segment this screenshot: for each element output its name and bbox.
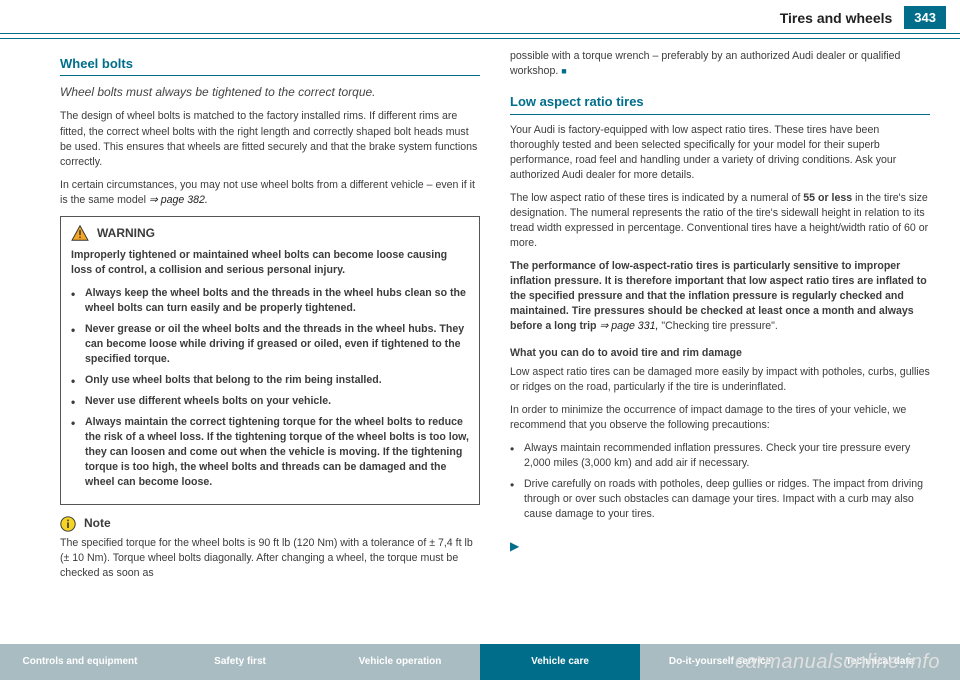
page-reference: ⇒ page 331, xyxy=(599,320,658,332)
section-underline xyxy=(60,75,480,76)
section-underline xyxy=(510,114,930,115)
precaution-list: Always maintain recommended inflation pr… xyxy=(510,441,930,528)
tab-diy[interactable]: Do-it-yourself service xyxy=(640,644,800,680)
warning-box: WARNING Improperly tightened or maintain… xyxy=(60,216,480,505)
tab-label: Safety first xyxy=(214,656,266,668)
tab-label: Controls and equipment xyxy=(23,656,138,668)
list-item: Never grease or oil the wheel bolts and … xyxy=(71,322,469,367)
page-number: 343 xyxy=(904,6,946,29)
body-paragraph: Your Audi is factory-equipped with low a… xyxy=(510,123,930,183)
warning-bullet-list: Always keep the wheel bolts and the thre… xyxy=(71,286,469,490)
warning-label: WARNING xyxy=(97,225,155,242)
tab-safety[interactable]: Safety first xyxy=(160,644,320,680)
body-paragraph: Low aspect ratio tires can be damaged mo… xyxy=(510,365,930,395)
body-paragraph: The performance of low-aspect-ratio tire… xyxy=(510,259,930,334)
tab-label: Vehicle operation xyxy=(359,656,442,668)
end-of-section-mark: ■ xyxy=(561,66,566,76)
text-run: The low aspect ratio of these tires is i… xyxy=(510,192,803,204)
subheading: What you can do to avoid tire and rim da… xyxy=(510,346,930,361)
right-column: possible with a torque wrench – preferab… xyxy=(510,49,930,644)
text-run: possible with a torque wrench – preferab… xyxy=(510,50,900,77)
list-item: Always keep the wheel bolts and the thre… xyxy=(71,286,469,316)
text-run: "Checking tire pressure". xyxy=(658,320,777,332)
tab-technical[interactable]: Technical data xyxy=(800,644,960,680)
left-column: Wheel bolts Wheel bolts must always be t… xyxy=(60,49,480,644)
warning-icon xyxy=(71,225,89,241)
text-bold: 55 or less xyxy=(803,192,852,204)
manual-page: Tires and wheels 343 Wheel bolts Wheel b… xyxy=(0,0,960,680)
warning-header: WARNING xyxy=(71,225,469,242)
section-title-low-aspect: Low aspect ratio tires xyxy=(510,93,930,111)
tab-label: Do-it-yourself service xyxy=(669,656,771,668)
note-block: Note The specified torque for the wheel … xyxy=(60,515,480,589)
page-reference: ⇒ page 382. xyxy=(149,194,208,206)
body-paragraph: In certain circumstances, you may not us… xyxy=(60,178,480,208)
list-item: Never use different wheels bolts on your… xyxy=(71,394,469,409)
header-rule-thin xyxy=(0,38,960,39)
tab-operation[interactable]: Vehicle operation xyxy=(320,644,480,680)
list-item: Only use wheel bolts that belong to the … xyxy=(71,373,469,388)
tab-vehicle-care[interactable]: Vehicle care xyxy=(480,644,640,680)
note-icon xyxy=(60,516,76,532)
note-header: Note xyxy=(60,515,480,532)
tab-label: Technical data xyxy=(846,656,915,668)
header-rule-thick xyxy=(0,33,960,34)
text-run: In certain circumstances, you may not us… xyxy=(60,179,475,206)
list-item: Always maintain recommended inflation pr… xyxy=(510,441,930,471)
continuation-paragraph: possible with a torque wrench – preferab… xyxy=(510,49,930,79)
content-columns: Wheel bolts Wheel bolts must always be t… xyxy=(0,49,960,644)
list-item: Drive carefully on roads with potholes, … xyxy=(510,477,930,522)
body-paragraph: The low aspect ratio of these tires is i… xyxy=(510,191,930,251)
continue-arrow-icon: ▶ xyxy=(510,538,930,555)
list-item: Always maintain the correct tightening t… xyxy=(71,415,469,490)
section-intro: Wheel bolts must always be tightened to … xyxy=(60,84,480,101)
warning-intro: Improperly tightened or maintained wheel… xyxy=(71,248,469,278)
section-title-wheel-bolts: Wheel bolts xyxy=(60,55,480,73)
note-label: Note xyxy=(84,515,111,532)
section-name: Tires and wheels xyxy=(780,10,893,26)
body-paragraph: The design of wheel bolts is matched to … xyxy=(60,109,480,169)
page-header: Tires and wheels 343 xyxy=(0,0,960,33)
body-paragraph: In order to minimize the occurrence of i… xyxy=(510,403,930,433)
note-text: The specified torque for the wheel bolts… xyxy=(60,536,480,581)
tab-controls[interactable]: Controls and equipment xyxy=(0,644,160,680)
tab-label: Vehicle care xyxy=(531,656,589,668)
footer-tabs: Controls and equipment Safety first Vehi… xyxy=(0,644,960,680)
